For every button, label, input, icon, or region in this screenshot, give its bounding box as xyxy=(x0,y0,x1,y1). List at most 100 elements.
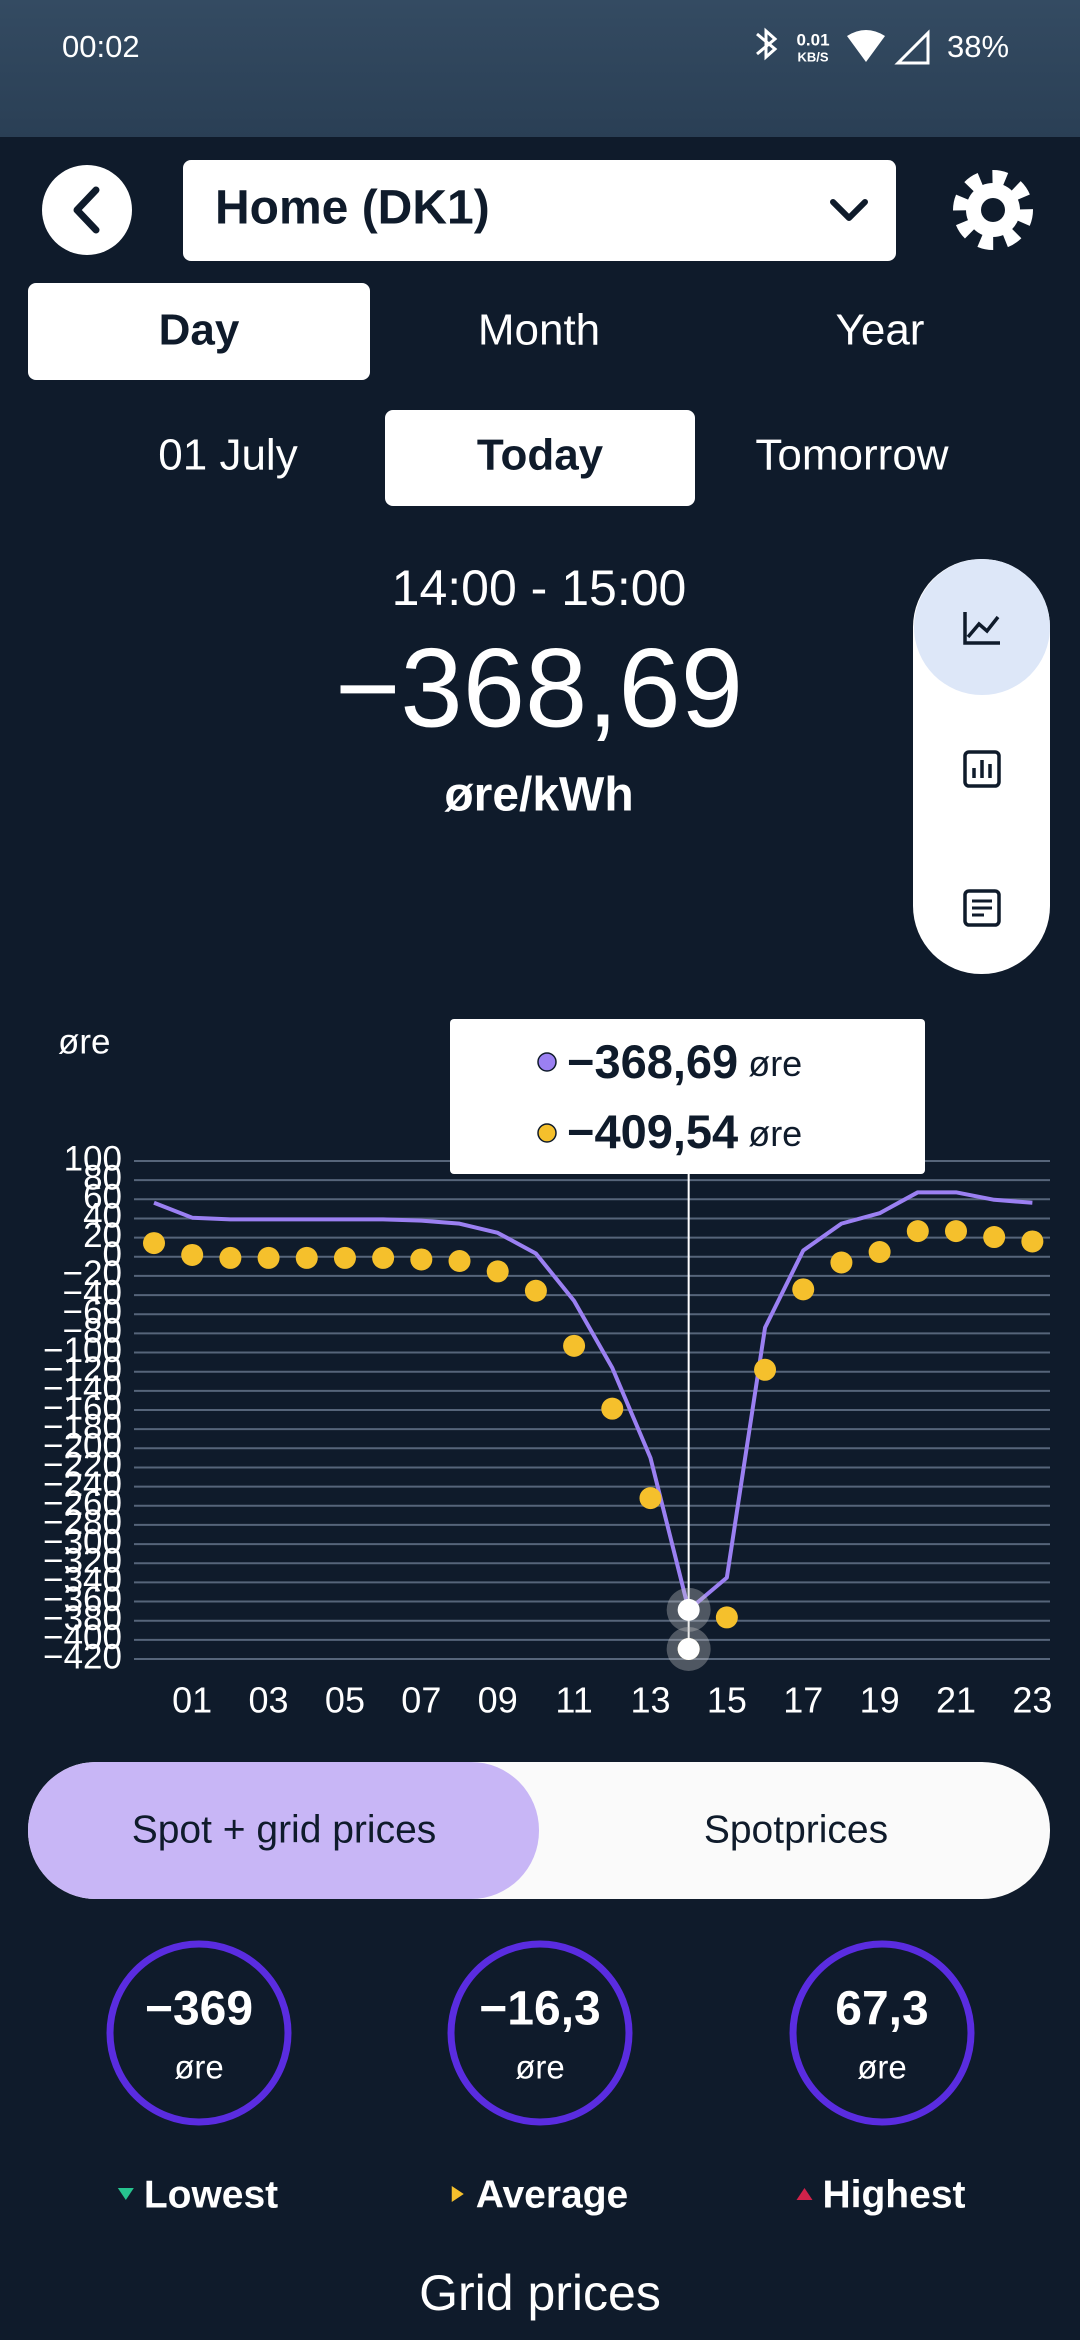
stat-label: Lowest xyxy=(144,2173,278,2216)
price-dot xyxy=(219,1246,242,1269)
price-dot xyxy=(639,1487,662,1510)
price-dot xyxy=(792,1278,815,1301)
y-tick-label: −20 xyxy=(63,1254,122,1293)
y-tick-label: −240 xyxy=(43,1465,122,1504)
tooltip-swatch xyxy=(537,1123,557,1143)
stat-label: Highest xyxy=(822,2173,965,2216)
price-dot xyxy=(563,1334,586,1357)
y-tick-label: −360 xyxy=(43,1580,122,1619)
price-dot xyxy=(601,1397,624,1420)
y-axis-label: øre xyxy=(58,1022,111,1061)
x-tick-label: 09 xyxy=(478,1680,518,1721)
price-chart: 100806040200−20−40−60−80−100−120−140−160… xyxy=(43,1139,1052,1720)
y-tick-label: −200 xyxy=(43,1427,122,1466)
period-tab[interactable]: Month xyxy=(478,306,600,355)
x-tick-label: 07 xyxy=(401,1680,441,1721)
y-tick-label: −220 xyxy=(43,1446,122,1485)
list-view-button[interactable] xyxy=(963,889,1001,927)
tooltip-value: −409,54 xyxy=(567,1105,738,1158)
stat-ring xyxy=(447,1940,633,2126)
back-icon xyxy=(73,186,100,234)
stat-value: −369 xyxy=(145,1983,253,2036)
clock: 00:02 xyxy=(62,29,140,64)
date-tab[interactable]: Today xyxy=(477,431,604,480)
y-tick-label: −320 xyxy=(43,1541,122,1580)
y-tick-label: −420 xyxy=(43,1637,122,1676)
y-tick-label: −40 xyxy=(63,1273,122,1312)
bar-view-button[interactable] xyxy=(963,750,1001,788)
stat-indicator xyxy=(796,2188,813,2200)
price-dot xyxy=(868,1240,891,1263)
tooltip-line: −368,69 øre xyxy=(567,1035,802,1088)
x-tick-label: 05 xyxy=(325,1680,365,1721)
tooltip-line: −409,54 øre xyxy=(567,1105,802,1158)
period-tab[interactable]: Year xyxy=(836,306,925,355)
selected-time: 14:00 - 15:00 xyxy=(392,560,687,616)
stat-ring xyxy=(106,1940,292,2126)
date-tab[interactable]: 01 July xyxy=(158,431,297,480)
tooltip-unit: øre xyxy=(748,1043,802,1084)
y-tick-label: −80 xyxy=(63,1312,122,1351)
y-tick-label: −260 xyxy=(43,1484,122,1523)
toggle-option[interactable]: Spotprices xyxy=(704,1808,888,1851)
x-tick-label: 01 xyxy=(172,1680,212,1721)
toggle-option[interactable]: Spot + grid prices xyxy=(132,1808,437,1851)
tooltip xyxy=(450,1019,925,1174)
selected-unit: øre/kWh xyxy=(444,769,633,822)
y-tick-label: −380 xyxy=(43,1599,122,1638)
y-tick-label: −340 xyxy=(43,1561,122,1600)
price-dot xyxy=(524,1279,547,1302)
y-tick-label: 60 xyxy=(83,1178,122,1217)
toggle-selected-bg xyxy=(28,1762,539,1899)
price-dot xyxy=(754,1358,777,1381)
back-button[interactable] xyxy=(42,165,132,255)
stat-unit: øre xyxy=(857,2049,907,2086)
highlight-point xyxy=(677,1637,700,1660)
price-dot xyxy=(983,1226,1006,1249)
wifi-icon xyxy=(847,30,885,62)
y-tick-label: −400 xyxy=(43,1618,122,1657)
battery: 38% xyxy=(947,29,1009,64)
tooltip-unit: øre xyxy=(748,1113,802,1154)
tooltip-value: −368,69 xyxy=(567,1035,738,1088)
stats: −369 øre Lowest −16,3 øre Average 67,3 øre Highe… xyxy=(106,1940,975,2216)
x-tick-label: 21 xyxy=(936,1680,976,1721)
net-speed: 0.01 xyxy=(796,30,829,49)
price-dot xyxy=(372,1246,395,1269)
settings-button[interactable] xyxy=(953,170,1033,250)
status-bar xyxy=(0,0,1080,137)
price-line xyxy=(153,1190,1033,1612)
period-tab[interactable]: Day xyxy=(159,306,240,355)
y-tick-label: −140 xyxy=(43,1369,122,1408)
stat-label: Average xyxy=(476,2173,628,2216)
price-dot xyxy=(906,1220,929,1243)
price-dot xyxy=(1021,1230,1044,1253)
location-dropdown[interactable] xyxy=(183,160,896,261)
price-dot xyxy=(333,1246,356,1269)
price-dot xyxy=(486,1260,509,1283)
y-tick-label: −280 xyxy=(43,1503,122,1542)
stat-unit: øre xyxy=(515,2049,565,2086)
date-selected-bg xyxy=(385,410,695,506)
line-view-icon xyxy=(963,612,1000,645)
y-tick-label: −160 xyxy=(43,1388,122,1427)
price-dot xyxy=(295,1246,318,1269)
selected-price: −368,69 xyxy=(335,626,743,751)
x-tick-label: 23 xyxy=(1012,1680,1052,1721)
tab-selected-bg xyxy=(28,283,370,380)
net-unit: KB/S xyxy=(797,49,828,64)
y-tick-label: −180 xyxy=(43,1407,122,1446)
date-tab[interactable]: Tomorrow xyxy=(755,431,948,480)
location-name: Home (DK1) xyxy=(215,182,490,235)
stat-ring xyxy=(789,1940,975,2126)
price-dot xyxy=(181,1243,204,1266)
price-dot xyxy=(257,1246,280,1269)
bluetooth-icon xyxy=(756,27,778,61)
stat-unit: øre xyxy=(174,2049,224,2086)
y-tick-label: 20 xyxy=(83,1216,122,1255)
y-tick-label: 100 xyxy=(64,1139,122,1178)
price-dot xyxy=(143,1232,165,1255)
highlight-point xyxy=(677,1598,700,1621)
